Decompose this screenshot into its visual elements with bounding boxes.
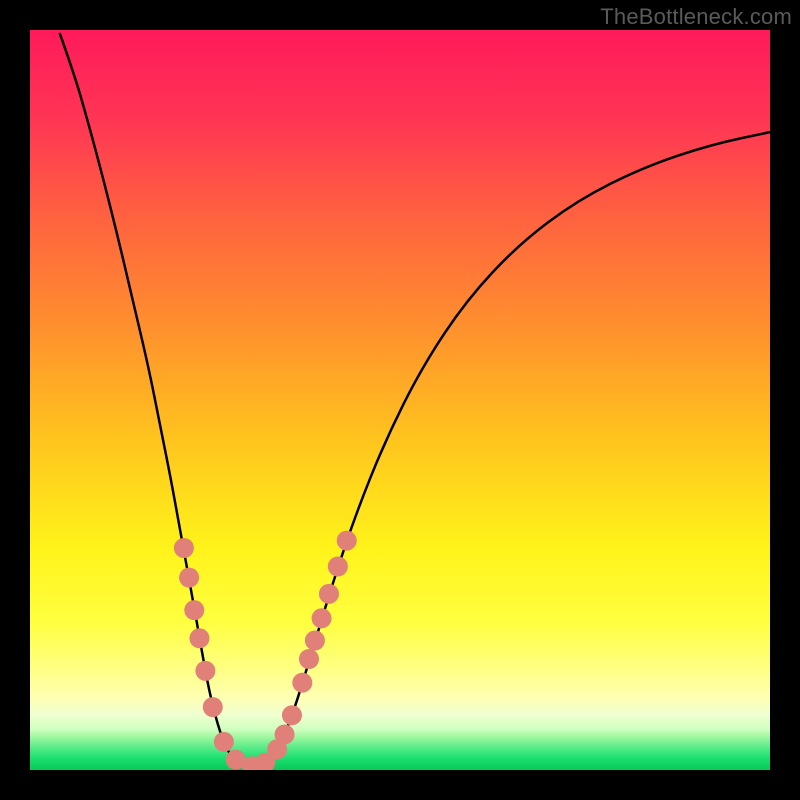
curve-overlay bbox=[30, 30, 770, 770]
plot-area bbox=[30, 30, 770, 770]
curve-marker bbox=[282, 705, 302, 725]
chart-frame: TheBottleneck.com bbox=[0, 0, 800, 800]
curve-marker bbox=[203, 697, 223, 717]
curve-marker bbox=[195, 661, 215, 681]
curve-marker bbox=[184, 600, 204, 620]
curve-marker bbox=[189, 628, 209, 648]
curve-marker bbox=[305, 631, 325, 651]
v-curve-line bbox=[60, 33, 770, 767]
curve-marker bbox=[179, 568, 199, 588]
watermark-text: TheBottleneck.com bbox=[600, 4, 792, 30]
curve-marker bbox=[275, 724, 295, 744]
curve-marker bbox=[328, 557, 348, 577]
curve-marker bbox=[214, 732, 234, 752]
curve-marker bbox=[312, 608, 332, 628]
curve-marker bbox=[292, 673, 312, 693]
curve-marker bbox=[319, 584, 339, 604]
curve-marker bbox=[299, 649, 319, 669]
curve-marker bbox=[174, 538, 194, 558]
curve-marker bbox=[337, 531, 357, 551]
